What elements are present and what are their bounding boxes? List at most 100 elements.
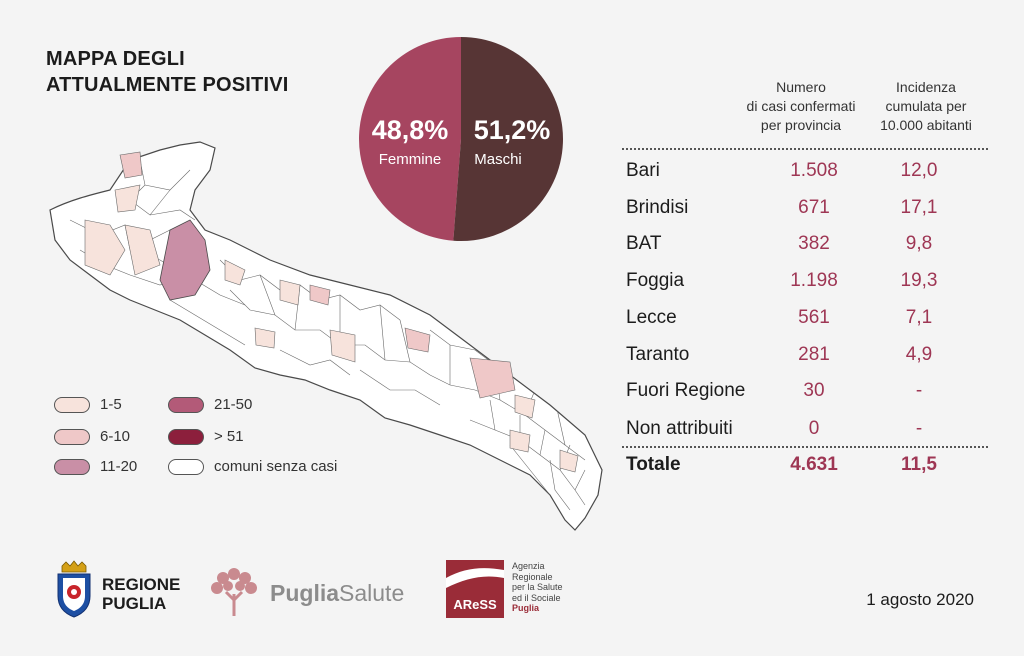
legend-label: > 51 bbox=[214, 428, 244, 445]
map-area-1-5 bbox=[329, 329, 356, 363]
incidence-value: - bbox=[915, 380, 923, 401]
legend-item: 1-5 bbox=[54, 396, 122, 413]
table-divider-top bbox=[622, 148, 988, 150]
cases-value: 1.198 bbox=[790, 270, 838, 291]
page-title: MAPPA DEGLI ATTUALMENTE POSITIVI bbox=[46, 46, 289, 98]
total-cases-value: 4.631 bbox=[790, 454, 838, 475]
map-area-11-20 bbox=[159, 219, 211, 301]
regione-line-1: REGIONE bbox=[102, 575, 181, 594]
aress-swoosh-icon bbox=[446, 568, 504, 588]
legend-swatch bbox=[54, 428, 90, 445]
legend-label: 1-5 bbox=[100, 396, 122, 413]
regione-line-2: PUGLIA bbox=[102, 594, 167, 613]
puglia-map bbox=[49, 141, 603, 531]
puglia-salute-text: PugliaSalute bbox=[270, 580, 404, 607]
incidence-value: 9,8 bbox=[905, 233, 933, 254]
table-row: Non attribuiti 0 - bbox=[626, 418, 986, 454]
col-header-incidence: Incidenza cumulata per 10.000 abitanti bbox=[880, 79, 972, 133]
province-name: Bari bbox=[626, 160, 660, 181]
cases-value: 561 bbox=[798, 307, 830, 328]
cases-value: 281 bbox=[798, 344, 830, 365]
legend-label: 11-20 bbox=[100, 458, 138, 475]
table-row: Fuori Regione 30 - bbox=[626, 380, 986, 416]
map-area-1-5 bbox=[514, 394, 536, 419]
legend-item: 11-20 bbox=[54, 458, 137, 475]
legend-label: 21-50 bbox=[214, 396, 253, 413]
title-line-1: MAPPA DEGLI bbox=[46, 48, 185, 70]
aress-text: Agenzia Regionale per la Salute ed il So… bbox=[512, 561, 563, 614]
map-area-6-10 bbox=[404, 327, 431, 353]
province-name: Foggia bbox=[626, 270, 685, 291]
table-total-row: Totale 4.631 11,5 bbox=[626, 454, 986, 490]
cases-value: 30 bbox=[803, 380, 825, 401]
maschi-pct-label: 51,2% bbox=[474, 115, 551, 145]
salute-light: Salute bbox=[339, 580, 405, 606]
title-line-2: ATTUALMENTE POSITIVI bbox=[46, 74, 289, 96]
tree-icon bbox=[211, 568, 257, 616]
map-area-1-5 bbox=[124, 224, 161, 276]
table-row: Foggia 1.198 19,3 bbox=[626, 270, 986, 306]
incidence-value: 7,1 bbox=[905, 307, 933, 328]
femmine-pct-label: 48,8% bbox=[372, 115, 449, 145]
incidence-value: 19,3 bbox=[900, 270, 938, 291]
aress-logo: AReSS Agenzia Regionale per la Salute ed… bbox=[446, 560, 576, 620]
province-name: Non attribuiti bbox=[626, 418, 733, 439]
pie-slice-femmine bbox=[358, 37, 461, 241]
aress-accent: Puglia bbox=[512, 603, 540, 613]
regione-puglia-logo: REGIONE PUGLIA bbox=[54, 560, 234, 620]
map-area-1-5 bbox=[254, 327, 276, 349]
cases-value: 671 bbox=[798, 197, 830, 218]
legend-item: comuni senza casi bbox=[168, 458, 337, 475]
map-shaded-municipalities bbox=[84, 151, 579, 473]
table-divider-bottom bbox=[622, 446, 988, 448]
map-area-1-5 bbox=[84, 219, 126, 276]
legend-swatch bbox=[54, 396, 90, 413]
table-row: Brindisi 671 17,1 bbox=[626, 197, 986, 233]
table-row: BAT 382 9,8 bbox=[626, 233, 986, 269]
incidence-value: 17,1 bbox=[900, 197, 938, 218]
legend-item: 6-10 bbox=[54, 428, 130, 445]
puglia-salute-logo: PugliaSalute bbox=[206, 562, 426, 618]
table-row: Taranto 281 4,9 bbox=[626, 344, 986, 380]
regione-text: REGIONE PUGLIA bbox=[102, 575, 180, 613]
cases-value: 382 bbox=[798, 233, 830, 254]
total-label: Totale bbox=[626, 454, 681, 475]
province-name: Lecce bbox=[626, 307, 677, 328]
legend-item: 21-50 bbox=[168, 396, 252, 413]
femmine-label: Femmine bbox=[379, 151, 442, 168]
province-name: Brindisi bbox=[626, 197, 689, 218]
incidence-value: 4,9 bbox=[905, 344, 933, 365]
legend-swatch bbox=[168, 396, 204, 413]
cases-value: 0 bbox=[808, 418, 820, 439]
map-area-6-10 bbox=[119, 151, 143, 179]
pie-slice-maschi bbox=[453, 37, 563, 241]
map-area-1-5 bbox=[224, 259, 246, 286]
legend-swatch bbox=[168, 428, 204, 445]
map-area-6-10 bbox=[309, 284, 331, 306]
aress-description: Agenzia Regionale per la Salute ed il So… bbox=[512, 561, 563, 603]
table-row: Bari 1.508 12,0 bbox=[626, 160, 986, 196]
cases-value: 1.508 bbox=[790, 160, 838, 181]
aress-mark-text: AReSS bbox=[453, 597, 497, 612]
gender-pie-chart: 48,8% Femmine 51,2% Maschi bbox=[358, 37, 563, 241]
map-area-6-10 bbox=[469, 357, 516, 399]
legend-item: > 51 bbox=[168, 428, 244, 445]
map-area-1-5 bbox=[509, 429, 531, 453]
legend-label: 6-10 bbox=[100, 428, 131, 445]
province-name: BAT bbox=[626, 233, 662, 254]
pie-slices bbox=[358, 37, 563, 241]
legend-label: comuni senza casi bbox=[214, 458, 338, 475]
report-date: 1 agosto 2020 bbox=[866, 590, 974, 609]
province-name: Taranto bbox=[626, 344, 690, 365]
maschi-label: Maschi bbox=[474, 151, 522, 168]
map-area-1-5 bbox=[114, 184, 141, 213]
map-area-1-5 bbox=[279, 279, 301, 306]
regione-crest-icon bbox=[57, 560, 91, 618]
map-body bbox=[49, 141, 603, 531]
total-incidence-value: 11,5 bbox=[901, 454, 937, 475]
incidence-value: - bbox=[915, 418, 923, 439]
legend-swatch bbox=[54, 458, 90, 475]
map-area-1-5 bbox=[559, 449, 579, 473]
aress-mark: AReSS bbox=[446, 560, 504, 618]
table-row: Lecce 561 7,1 bbox=[626, 307, 986, 343]
